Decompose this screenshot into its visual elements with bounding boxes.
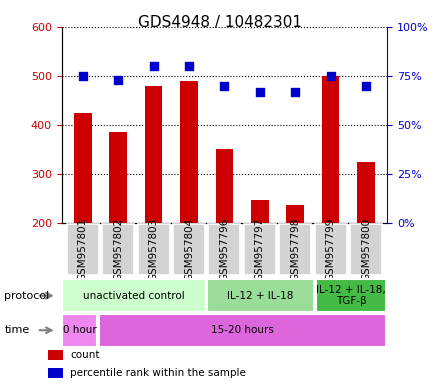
FancyBboxPatch shape (209, 224, 240, 275)
Text: GSM957798: GSM957798 (290, 218, 300, 281)
Bar (286, 205, 304, 223)
Bar (251, 200, 269, 223)
FancyBboxPatch shape (173, 224, 205, 275)
Point (186, 63, 193, 69)
Text: unactivated control: unactivated control (83, 291, 185, 301)
Point (79, 73, 86, 79)
Text: GSM957797: GSM957797 (255, 218, 265, 281)
Point (221, 83, 228, 89)
FancyBboxPatch shape (138, 224, 169, 275)
Text: 0 hour: 0 hour (63, 325, 96, 335)
Bar (74, 113, 92, 223)
Bar (145, 86, 162, 223)
FancyBboxPatch shape (315, 224, 347, 275)
Text: GSM957799: GSM957799 (326, 218, 336, 281)
Bar (180, 81, 198, 223)
Text: protocol: protocol (4, 291, 50, 301)
FancyBboxPatch shape (244, 224, 276, 275)
Text: IL-12 + IL-18: IL-12 + IL-18 (227, 291, 294, 301)
Text: 15-20 hours: 15-20 hours (211, 325, 274, 335)
Text: GSM957803: GSM957803 (149, 218, 158, 281)
Bar (322, 76, 339, 223)
Point (115, 77, 122, 83)
Point (150, 63, 157, 69)
Text: percentile rank within the sample: percentile rank within the sample (70, 368, 246, 378)
FancyBboxPatch shape (99, 314, 386, 347)
Bar (110, 132, 127, 223)
Text: GSM957801: GSM957801 (78, 218, 88, 281)
Text: GDS4948 / 10482301: GDS4948 / 10482301 (138, 15, 302, 30)
Bar (48, 350, 63, 360)
Point (363, 83, 370, 89)
Text: count: count (70, 350, 100, 360)
Bar (216, 149, 233, 223)
Bar (48, 368, 63, 378)
FancyBboxPatch shape (279, 224, 311, 275)
FancyBboxPatch shape (207, 279, 314, 312)
FancyBboxPatch shape (102, 224, 134, 275)
FancyBboxPatch shape (315, 279, 386, 312)
Text: IL-12 + IL-18,
TGF-β: IL-12 + IL-18, TGF-β (316, 285, 386, 306)
Text: GSM957796: GSM957796 (220, 218, 229, 281)
FancyBboxPatch shape (62, 279, 205, 312)
FancyBboxPatch shape (62, 314, 97, 347)
Text: GSM957802: GSM957802 (113, 218, 123, 281)
Text: GSM957804: GSM957804 (184, 218, 194, 281)
FancyBboxPatch shape (67, 224, 99, 275)
Bar (357, 162, 375, 223)
Point (292, 88, 299, 94)
FancyBboxPatch shape (350, 224, 382, 275)
Text: time: time (4, 325, 29, 335)
Point (327, 73, 334, 79)
Point (256, 88, 263, 94)
Text: GSM957800: GSM957800 (361, 218, 371, 281)
